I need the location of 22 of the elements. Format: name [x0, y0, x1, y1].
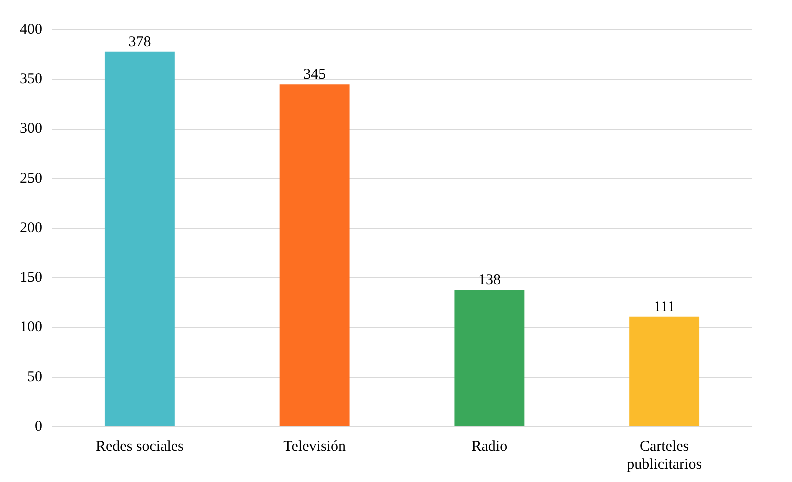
y-tick-label: 300 [20, 121, 42, 138]
category-label: publicitarios [627, 456, 702, 473]
y-tick-label: 150 [20, 270, 42, 286]
data-label: 378 [128, 34, 152, 50]
data-label: 345 [304, 67, 326, 84]
bar [280, 84, 350, 426]
category-label: Carteles [640, 438, 690, 455]
bar [104, 52, 175, 426]
x-tick-label: Televisión [284, 438, 346, 455]
bar [630, 316, 700, 426]
y-tick-label: 350 [20, 72, 42, 88]
x-tick-label: Radio [472, 438, 508, 455]
data-label: 111 [654, 299, 676, 316]
y-tick-label: 0 [35, 418, 42, 435]
y-tick-label: 250 [20, 170, 42, 187]
y-tick-label: 200 [20, 220, 42, 236]
bar [454, 290, 525, 426]
y-tick-label: 400 [20, 22, 42, 38]
x-tick-label: Redes sociales [96, 438, 184, 455]
y-tick-label: 50 [28, 369, 42, 386]
data-label: 138 [478, 272, 501, 288]
y-tick-label: 100 [20, 320, 42, 336]
